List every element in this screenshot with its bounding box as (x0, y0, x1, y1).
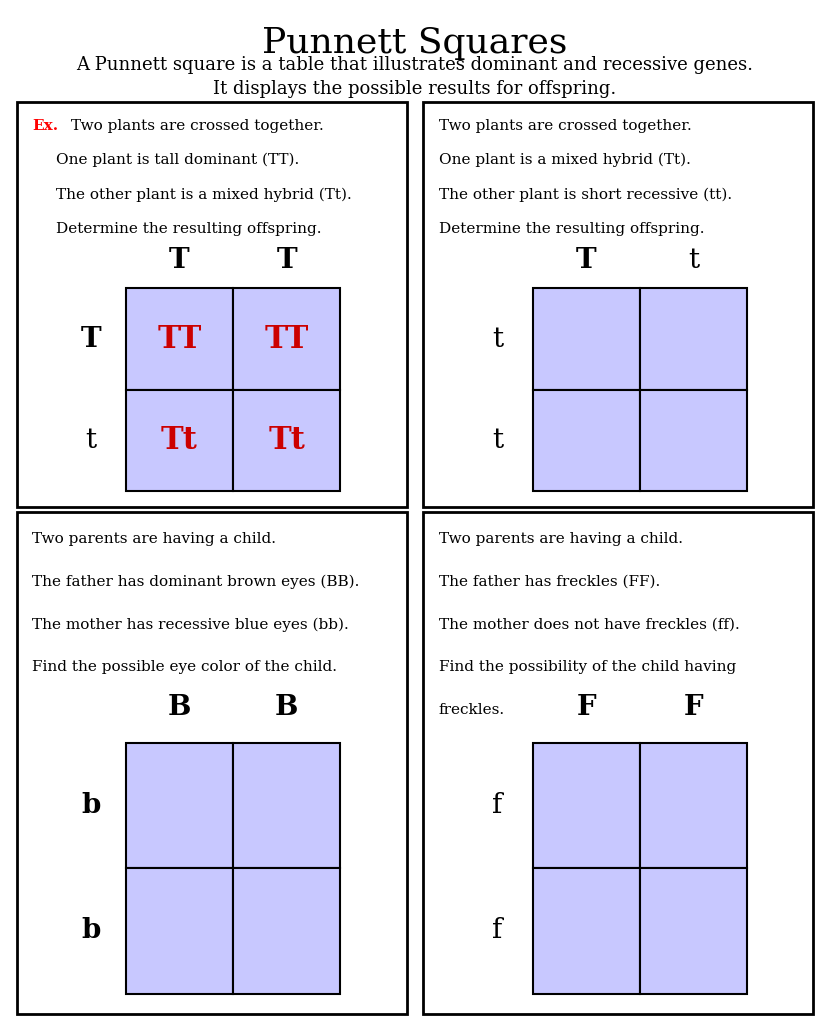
Bar (533, 868, 640, 993)
Text: freckles.: freckles. (439, 702, 505, 717)
Bar (533, 289, 640, 389)
Text: t: t (688, 247, 699, 273)
Text: One plant is a mixed hybrid (Tt).: One plant is a mixed hybrid (Tt). (439, 153, 691, 167)
Text: F: F (576, 694, 596, 721)
Text: Two plants are crossed together.: Two plants are crossed together. (71, 119, 324, 132)
Text: The mother has recessive blue eyes (bb).: The mother has recessive blue eyes (bb). (32, 617, 349, 632)
Text: t: t (85, 427, 96, 454)
Text: T: T (576, 247, 597, 273)
Bar (233, 289, 340, 389)
Text: TT: TT (157, 324, 202, 354)
Text: Two plants are crossed together.: Two plants are crossed together. (439, 119, 691, 132)
Text: The other plant is short recessive (tt).: The other plant is short recessive (tt). (439, 187, 732, 202)
Text: TT: TT (265, 324, 309, 354)
Text: Determine the resulting offspring.: Determine the resulting offspring. (439, 222, 705, 236)
Text: Tt: Tt (268, 425, 305, 456)
Text: t: t (492, 326, 503, 352)
Text: Tt: Tt (161, 425, 198, 456)
Text: B: B (275, 694, 299, 721)
Text: The other plant is a mixed hybrid (Tt).: The other plant is a mixed hybrid (Tt). (56, 187, 351, 202)
Text: b: b (81, 792, 100, 819)
Text: f: f (492, 792, 503, 819)
Text: t: t (492, 427, 503, 454)
Text: It displays the possible results for offspring.: It displays the possible results for off… (213, 80, 617, 98)
Text: B: B (168, 694, 191, 721)
Text: A Punnett square is a table that illustrates dominant and recessive genes.: A Punnett square is a table that illustr… (76, 56, 754, 75)
Bar (126, 389, 233, 490)
Bar (126, 742, 233, 868)
Text: T: T (169, 247, 190, 273)
Bar (233, 868, 340, 993)
Text: T: T (81, 326, 101, 352)
Bar (640, 289, 747, 389)
Bar (533, 742, 640, 868)
Bar (126, 289, 233, 389)
Text: Punnett Squares: Punnett Squares (262, 26, 568, 59)
Text: The mother does not have freckles (ff).: The mother does not have freckles (ff). (439, 617, 740, 632)
Text: T: T (276, 247, 297, 273)
Text: Two parents are having a child.: Two parents are having a child. (32, 532, 276, 546)
Text: b: b (81, 918, 100, 944)
Bar (233, 742, 340, 868)
Text: Find the possible eye color of the child.: Find the possible eye color of the child… (32, 660, 337, 674)
Text: The father has dominant brown eyes (BB).: The father has dominant brown eyes (BB). (32, 574, 359, 589)
Text: Find the possibility of the child having: Find the possibility of the child having (439, 660, 736, 674)
Text: One plant is tall dominant (TT).: One plant is tall dominant (TT). (56, 153, 299, 167)
Bar (640, 742, 747, 868)
Bar (233, 389, 340, 490)
Text: F: F (684, 694, 703, 721)
Text: Two parents are having a child.: Two parents are having a child. (439, 532, 683, 546)
Text: Ex.: Ex. (32, 119, 58, 132)
Bar (126, 868, 233, 993)
Text: The father has freckles (FF).: The father has freckles (FF). (439, 574, 660, 589)
Text: Determine the resulting offspring.: Determine the resulting offspring. (56, 222, 321, 236)
Text: f: f (492, 918, 503, 944)
Bar (533, 389, 640, 490)
Bar (640, 389, 747, 490)
Bar (640, 868, 747, 993)
